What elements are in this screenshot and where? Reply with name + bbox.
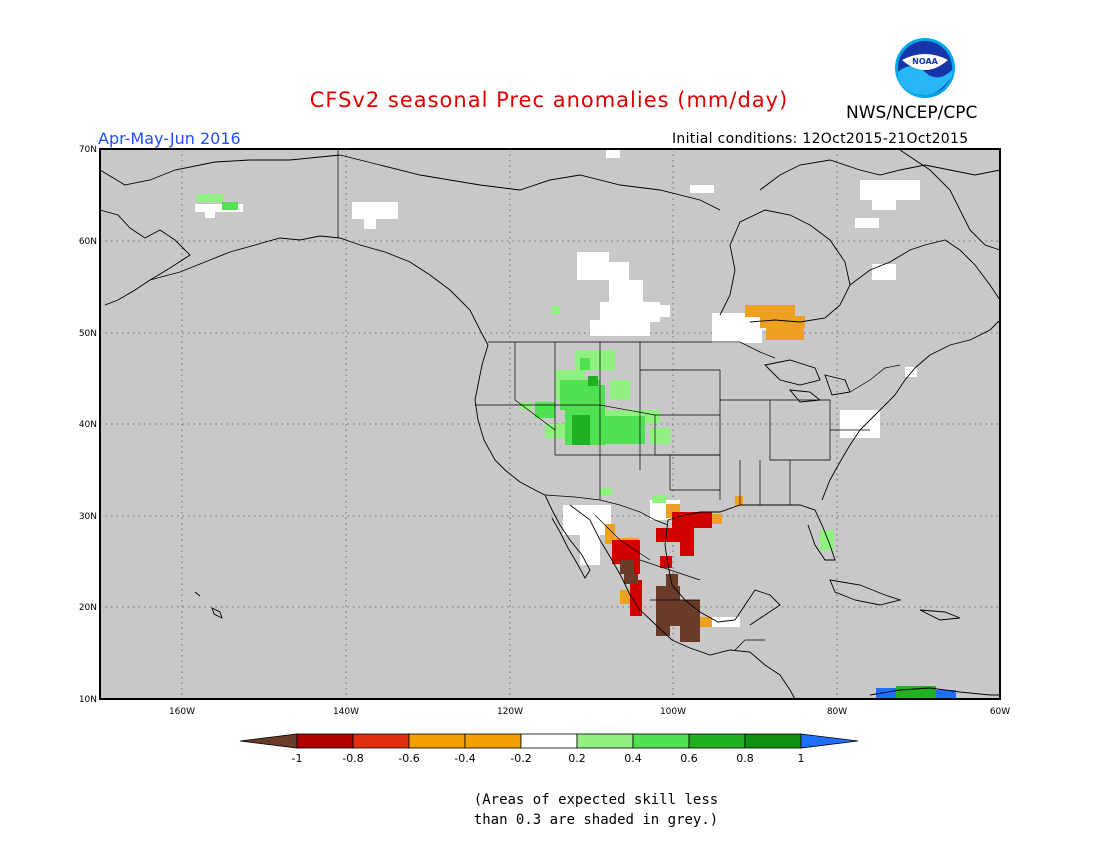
- colorbar-label: 0.4: [624, 752, 642, 765]
- lat-label-70: 70N: [79, 145, 97, 155]
- colorbar-label: 0.8: [736, 752, 754, 765]
- colorbar-label: 1: [798, 752, 805, 765]
- anomaly-dry-medium: [612, 512, 712, 616]
- colorbar-label: -0.8: [342, 752, 363, 765]
- graticule: [100, 149, 1000, 699]
- longitude-labels: 160W 140W 120W 100W 80W 60W: [169, 707, 1010, 717]
- lon-label-120w: 120W: [497, 707, 523, 717]
- lon-label-100w: 100W: [660, 707, 686, 717]
- colorbar-label: -1: [292, 752, 303, 765]
- colorbar-label: 0.6: [680, 752, 698, 765]
- colorbar-labels: -1 -0.8 -0.6 -0.4 -0.2 0.2 0.4 0.6 0.8 1: [292, 752, 805, 765]
- anomaly-dry-light: [605, 305, 805, 627]
- colorbar-swatch-8: [688, 733, 746, 749]
- lat-label-10: 10N: [79, 695, 97, 705]
- political-boundaries: [337, 150, 901, 651]
- lat-label-50: 50N: [79, 329, 97, 339]
- colorbar: [239, 733, 859, 749]
- colorbar-swatch-2: [352, 733, 410, 749]
- colorbar-swatch-5: [520, 733, 578, 749]
- map-title: CFSv2 seasonal Prec anomalies (mm/day): [309, 88, 789, 112]
- lon-label-140w: 140W: [333, 707, 359, 717]
- lat-label-30: 30N: [79, 512, 97, 522]
- colorbar-swatch-6: [576, 733, 634, 749]
- colorbar-swatch-1: [296, 733, 354, 749]
- colorbar-label: 0.2: [568, 752, 586, 765]
- lon-label-160w: 160W: [169, 707, 195, 717]
- initial-conditions-label: Initial conditions: 12Oct2015-21Oct2015: [672, 131, 969, 147]
- colorbar-high-arrow: [800, 733, 859, 749]
- lon-label-60w: 60W: [990, 707, 1010, 717]
- anomaly-wet-strong: [572, 376, 936, 698]
- skill-note-line-1: (Areas of expected skill less: [473, 792, 719, 808]
- lon-label-80w: 80W: [827, 707, 847, 717]
- organization-label: NWS/NCEP/CPC: [846, 103, 978, 123]
- skill-note-line-2: than 0.3 are shaded in grey.): [473, 812, 719, 828]
- colorbar-swatch-3: [408, 733, 466, 749]
- colorbar-label: -0.6: [398, 752, 419, 765]
- colorbar-low-arrow: [239, 733, 298, 749]
- anomaly-wet-extreme: [876, 688, 956, 698]
- lat-label-40: 40N: [79, 420, 97, 430]
- colorbar-label: -0.4: [454, 752, 475, 765]
- colorbar-swatch-7: [632, 733, 690, 749]
- svg-text:NOAA: NOAA: [912, 57, 938, 66]
- latitude-labels: 70N 60N 50N 40N 30N 20N 10N: [79, 145, 97, 705]
- colorbar-swatch-4: [464, 733, 522, 749]
- colorbar-label: -0.2: [510, 752, 531, 765]
- lat-label-60: 60N: [79, 237, 97, 247]
- season-label: Apr-May-Jun 2016: [98, 129, 241, 148]
- noaa-logo-icon: NOAA: [895, 38, 955, 98]
- lat-label-20: 20N: [79, 603, 97, 613]
- colorbar-swatch-9: [744, 733, 802, 749]
